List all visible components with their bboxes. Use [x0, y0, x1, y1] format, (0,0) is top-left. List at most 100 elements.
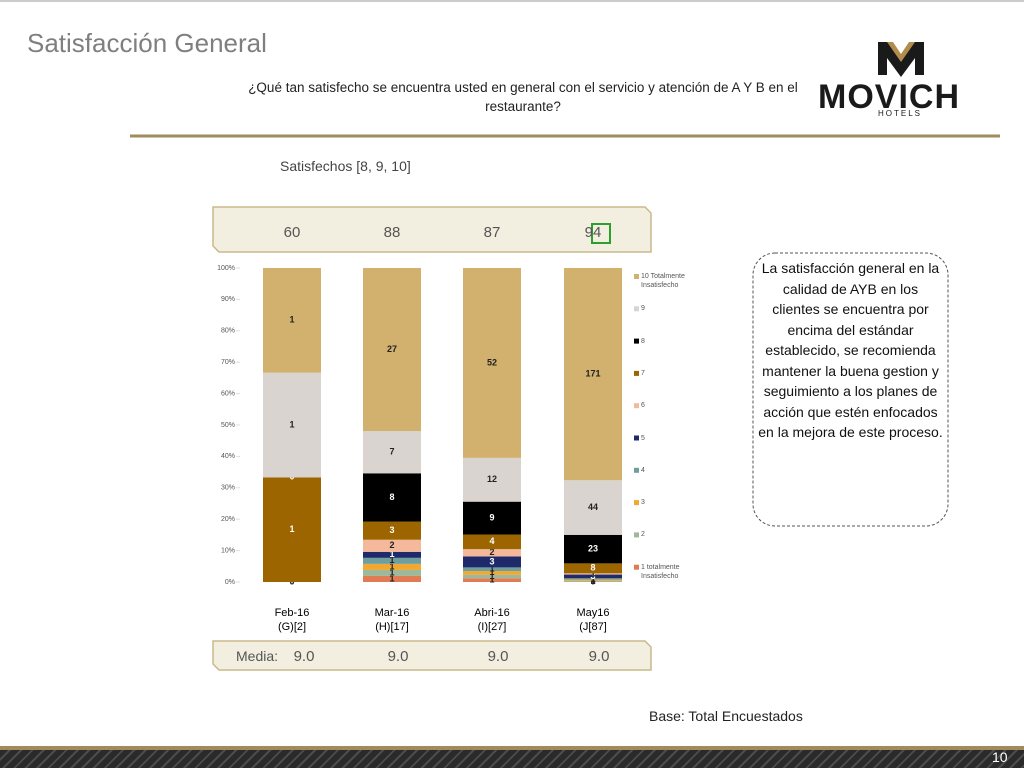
- segment-label: 1: [489, 567, 494, 577]
- segment-label: 27: [387, 344, 397, 354]
- bar-segment: [363, 557, 421, 564]
- note-box: [752, 252, 949, 527]
- footer-pattern: [0, 750, 1024, 768]
- segment-label: 4: [489, 536, 494, 546]
- legend-swatch: [634, 500, 639, 506]
- segment-label: 3: [590, 571, 595, 581]
- bar-segment: [263, 477, 321, 582]
- footer-rule: [0, 746, 1024, 750]
- satisfied-banner: [212, 206, 652, 253]
- y-tick-label: 20%: [221, 516, 235, 523]
- satisfied-value: 88: [383, 224, 401, 241]
- satisfied-value: 60: [283, 224, 301, 241]
- segment-label: 2: [389, 540, 394, 550]
- bar-segment: [363, 569, 421, 576]
- x-tick-label: May16 (J[87]: [576, 607, 610, 633]
- bar-segment: [463, 534, 521, 550]
- legend-swatch: [634, 306, 639, 312]
- media-value: 9.0: [293, 648, 315, 665]
- chart: 0%10%20%30%40%50%60%70%80%90%100%0000001…: [217, 265, 639, 586]
- x-tick-label: Feb-16 (G)[2]: [274, 607, 310, 633]
- bar-segment: [564, 480, 622, 535]
- bar-segment: [463, 567, 521, 572]
- logo-sub: HOTELS: [878, 109, 923, 118]
- question: ¿Qué tan satisfecho se encuentra usted e…: [248, 80, 798, 114]
- segment-label: 23: [588, 543, 598, 553]
- satisfied-value: 87: [483, 224, 501, 241]
- legend-swatch: [634, 532, 639, 538]
- x-tick-label: Mar-16 (H)[17]: [374, 607, 410, 633]
- segment-label: 1: [289, 524, 294, 534]
- logo-text: MOVICH: [818, 78, 960, 116]
- segment-label: 1: [389, 555, 394, 565]
- bar-segment: [463, 457, 521, 502]
- legend-swatch: [634, 370, 639, 376]
- media-label: Media:: [236, 648, 279, 664]
- segment-label: 1: [489, 575, 494, 585]
- page-number: 10: [992, 749, 1008, 765]
- y-tick-label: 10%: [221, 547, 235, 554]
- segment-label: 1: [289, 419, 294, 429]
- y-tick-label: 60%: [221, 390, 235, 397]
- legend-label: 1 totalmente Insatisfecho: [641, 563, 680, 580]
- base-note: Base: Total Encuestados: [649, 708, 803, 724]
- segment-label: 2: [489, 547, 494, 557]
- legend-label: 9: [641, 305, 645, 313]
- y-tick-label: 40%: [221, 453, 235, 460]
- legend-swatch: [634, 564, 639, 570]
- segment-label: 9: [489, 512, 494, 522]
- note-text: La satisfacción general en la calidad de…: [758, 260, 943, 440]
- legend-swatch: [634, 338, 639, 344]
- bar-segment: [463, 556, 521, 568]
- segment-label: 3: [389, 525, 394, 535]
- x-tick-label: Abri-16 (I)[27]: [474, 607, 510, 633]
- legend-label: 3: [641, 499, 645, 507]
- bar-segment: [363, 563, 421, 570]
- y-tick-label: 30%: [221, 485, 235, 492]
- legend-label: 7: [641, 369, 645, 377]
- legend-label: 2: [641, 531, 645, 539]
- segment-label: 8: [590, 563, 595, 573]
- segment-label: 1: [389, 567, 394, 577]
- bar-segment: [363, 268, 421, 432]
- y-tick-label: 50%: [221, 422, 235, 429]
- segment-label: 1: [389, 561, 394, 571]
- bar-segment: [463, 549, 521, 557]
- bar-segment: [463, 268, 521, 458]
- segment-label: 1: [389, 549, 394, 559]
- segment-label: 1: [489, 564, 494, 574]
- segment-label: 8: [389, 492, 394, 502]
- highlight-box: [591, 223, 611, 244]
- media-value: 9.0: [387, 648, 409, 665]
- segment-label: 1: [489, 571, 494, 581]
- bar-segment: [564, 268, 622, 481]
- legend-label: 4: [641, 466, 645, 474]
- segment-label: 1: [389, 573, 394, 583]
- bar-segment: [263, 372, 321, 478]
- bar-segment: [564, 574, 622, 579]
- bar-segment: [564, 580, 622, 582]
- y-tick-label: 80%: [221, 328, 235, 335]
- media-value: 9.0: [588, 648, 610, 665]
- bar-segment: [463, 501, 521, 535]
- bar-segment: [564, 579, 622, 581]
- segment-label: 12: [487, 474, 497, 484]
- legend-swatch: [634, 403, 639, 409]
- satisfied-value: 94: [584, 224, 602, 241]
- legend-swatch: [634, 435, 639, 441]
- segment-label: 1: [289, 315, 294, 325]
- bar-segment: [463, 578, 521, 582]
- satisfied-label: Satisfechos [8, 9, 10]: [280, 158, 411, 174]
- bar-segment: [363, 431, 421, 474]
- media-banner: [212, 640, 652, 671]
- bar-segment: [564, 534, 622, 564]
- logo-mark-gold: [887, 42, 915, 62]
- bar-segment: [263, 268, 321, 373]
- legend-label: 8: [641, 337, 645, 345]
- legend-swatch: [634, 274, 639, 279]
- bar-segment: [363, 551, 421, 558]
- legend-label: 10 Totalmente Insatisfecho: [641, 273, 685, 289]
- segment-label: 44: [588, 502, 598, 512]
- legend-swatch: [634, 467, 639, 473]
